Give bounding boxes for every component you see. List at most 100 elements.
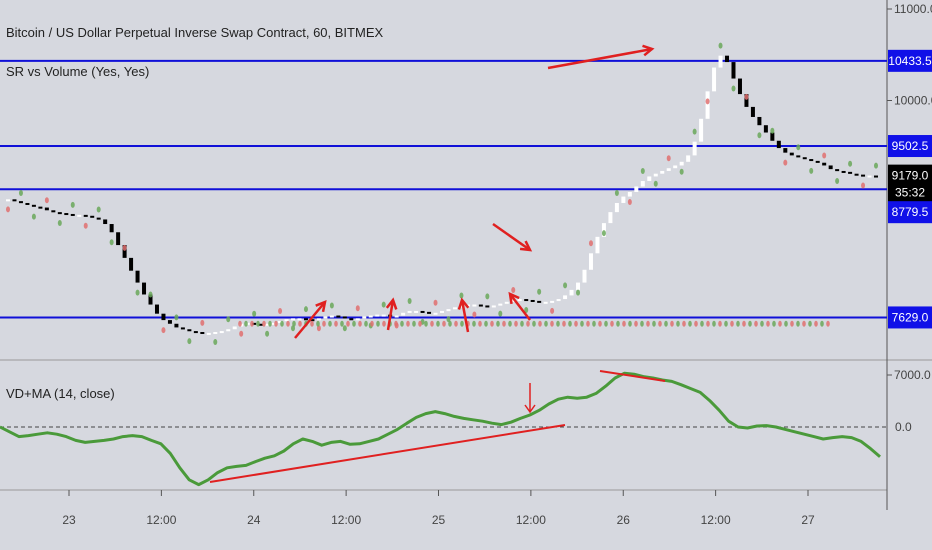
support-dot — [514, 320, 518, 327]
signal-dot — [511, 286, 516, 293]
x-tick-label: 25 — [432, 513, 446, 527]
signal-dot — [355, 305, 360, 312]
support-dot — [418, 320, 422, 327]
price-candle — [440, 310, 444, 313]
annotation-arrow — [386, 299, 395, 331]
price-candle — [180, 327, 185, 330]
price-candle — [38, 206, 43, 209]
price-candle — [122, 245, 127, 258]
support-dot — [808, 320, 812, 327]
support-dot — [244, 320, 248, 327]
signal-dot — [822, 152, 827, 159]
support-dot — [370, 320, 374, 327]
price-candle — [867, 175, 872, 178]
osc-arrow-head — [524, 404, 536, 414]
signal-dot — [459, 292, 464, 299]
price-candle — [699, 118, 704, 142]
support-dot — [508, 320, 512, 327]
support-dot — [826, 320, 830, 327]
support-dot — [526, 320, 530, 327]
price-candle — [459, 305, 464, 308]
price-badge — [888, 201, 932, 224]
signal-dot — [537, 288, 542, 295]
support-dot — [352, 320, 356, 327]
annotation-arrow — [509, 293, 531, 321]
support-dot — [778, 320, 782, 327]
support-dot — [412, 320, 416, 327]
support-dot — [652, 320, 656, 327]
support-dot — [634, 320, 638, 327]
price-candle — [25, 202, 30, 205]
price-candle — [563, 295, 568, 300]
annotation-arrow-head — [385, 297, 398, 310]
price-candle — [783, 148, 788, 153]
support-dot — [796, 320, 800, 327]
price-candle — [135, 270, 140, 283]
signal-dot — [187, 338, 192, 345]
support-dot — [472, 320, 476, 327]
price-badge-label: 9179.0 — [892, 169, 929, 183]
support-dot — [592, 320, 596, 327]
price-candle — [18, 201, 23, 204]
price-candle — [517, 299, 522, 302]
price-candle — [394, 315, 399, 318]
price-candle — [200, 331, 205, 334]
price-candle — [109, 224, 114, 233]
price-candle — [103, 219, 108, 225]
annotation-arrow — [547, 47, 653, 70]
support-dot — [454, 320, 458, 327]
indicator-vd-label: VD+MA (14, close) — [6, 386, 115, 401]
price-candle — [537, 300, 542, 303]
support-dot — [322, 320, 326, 327]
signal-dot — [278, 308, 283, 315]
price-candle — [213, 331, 218, 334]
price-candle — [485, 305, 490, 308]
price-candle — [219, 331, 224, 334]
annotation-arrow-head — [642, 44, 655, 57]
support-dot — [532, 320, 536, 327]
support-dot — [520, 320, 524, 327]
price-candle — [284, 319, 289, 322]
price-candle — [355, 318, 360, 321]
annotation-arrow-head — [508, 291, 520, 305]
support-dot — [382, 320, 386, 327]
price-candle — [77, 214, 82, 217]
support-dot — [712, 320, 716, 327]
support-dot — [598, 320, 602, 327]
price-candle — [478, 304, 483, 307]
x-tick-label: 12:00 — [701, 513, 731, 527]
support-dot — [772, 320, 776, 327]
signal-dot — [109, 239, 114, 246]
signal-dot — [303, 306, 308, 313]
price-candle — [316, 318, 321, 321]
chart-title: Bitcoin / US Dollar Perpetual Inverse Sw… — [6, 25, 384, 40]
price-candle — [647, 176, 652, 182]
price-candle — [342, 316, 347, 319]
signal-dot — [200, 319, 205, 326]
signal-dot — [485, 293, 490, 300]
signal-dot — [640, 168, 645, 175]
support-dot — [814, 320, 818, 327]
price-candle — [802, 157, 807, 160]
price-candle — [226, 329, 231, 332]
annotation-arrow-head — [315, 299, 327, 313]
price-candle — [524, 299, 529, 302]
support-dot — [610, 320, 614, 327]
signal-dot — [18, 189, 23, 196]
support-dot — [538, 320, 542, 327]
signal-dot — [252, 310, 257, 317]
signal-dot — [96, 206, 101, 213]
signal-dot — [679, 168, 684, 175]
signal-dot — [770, 127, 775, 134]
price-candle — [265, 323, 270, 326]
price-candle — [362, 316, 367, 319]
support-dot — [460, 320, 464, 327]
price-candle — [206, 332, 211, 335]
signal-dot — [44, 197, 49, 204]
price-candle — [427, 311, 432, 314]
x-tick-label: 23 — [62, 513, 76, 527]
support-dot — [688, 320, 692, 327]
signal-dot — [161, 327, 166, 334]
